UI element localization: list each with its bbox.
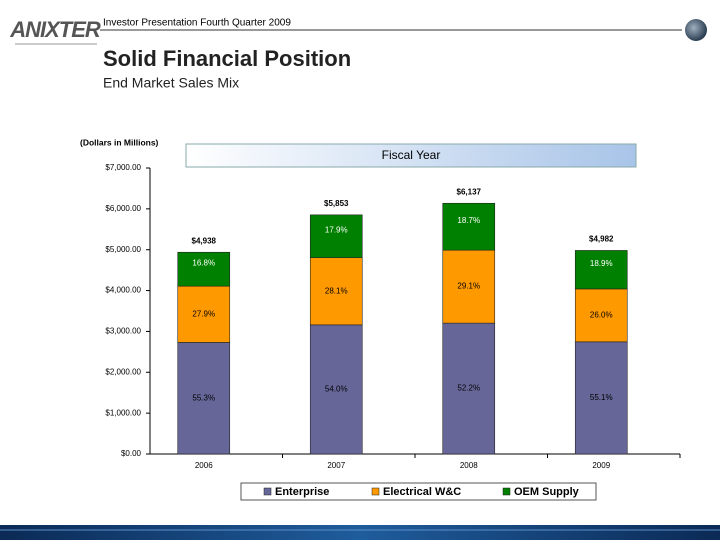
total-label: $4,982 [589, 235, 614, 244]
segment-label: 52.2% [457, 384, 480, 393]
y-tick-label: $4,000.00 [105, 286, 141, 295]
y-tick-label: $0.00 [121, 449, 142, 458]
segment-label: 54.0% [325, 385, 348, 394]
x-tick-label: 2008 [460, 461, 478, 470]
axis-title: Fiscal Year [382, 148, 441, 162]
logo: ANIXTER [9, 17, 101, 42]
y-tick-label: $1,000.00 [105, 408, 141, 417]
bar-segment [574, 341, 628, 455]
bar-segment [442, 202, 496, 251]
segment-label: 27.9% [192, 309, 215, 318]
axis-title-box [185, 143, 637, 168]
segment-label: 18.9% [590, 259, 613, 268]
segment-label: 18.7% [457, 216, 480, 225]
x-tick-label: 2006 [195, 461, 213, 470]
unit-note: (Dollars in Millions) [80, 137, 159, 147]
legend-box [240, 482, 597, 501]
bar-segment [574, 288, 628, 343]
x-tick-label: 2007 [327, 461, 345, 470]
y-tick-label: $2,000.00 [105, 367, 141, 376]
subtitle: End Market Sales Mix [103, 75, 239, 91]
bar-segment [309, 214, 363, 258]
segment-label: 28.1% [325, 286, 348, 295]
legend-swatch [263, 487, 272, 496]
x-tick-label: 2009 [592, 461, 610, 470]
title: Solid Financial Position [103, 46, 351, 71]
segment-label: 17.9% [325, 225, 348, 234]
total-label: $4,938 [192, 236, 217, 245]
y-tick-label: $3,000.00 [105, 327, 141, 336]
legend-label: OEM Supply [514, 486, 580, 498]
segment-label: 29.1% [457, 282, 480, 291]
bar-segment [442, 249, 496, 324]
segment-label: 55.1% [590, 393, 613, 402]
bar-segment [177, 342, 231, 455]
globe-icon [685, 19, 707, 41]
segment-label: 26.0% [590, 310, 613, 319]
segment-label: 16.8% [192, 258, 215, 267]
segment-label: 55.3% [192, 393, 215, 402]
y-tick-label: $7,000.00 [105, 163, 141, 172]
legend-swatch [502, 487, 511, 496]
caption: Investor Presentation Fourth Quarter 200… [103, 18, 291, 29]
y-tick-label: $6,000.00 [105, 204, 141, 213]
legend-swatch [371, 487, 380, 496]
bar-segment [309, 324, 363, 455]
total-label: $5,853 [324, 199, 349, 208]
y-tick-label: $5,000.00 [105, 245, 141, 254]
footer-band [0, 525, 720, 540]
bar-segment [177, 285, 231, 343]
bar-segment [309, 257, 363, 326]
legend-label: Enterprise [275, 486, 329, 498]
total-label: $6,137 [457, 187, 482, 196]
bar-segment [442, 322, 496, 455]
bar-segment [177, 251, 231, 287]
legend-label: Electrical W&C [383, 486, 461, 498]
bar-segment [574, 250, 628, 290]
